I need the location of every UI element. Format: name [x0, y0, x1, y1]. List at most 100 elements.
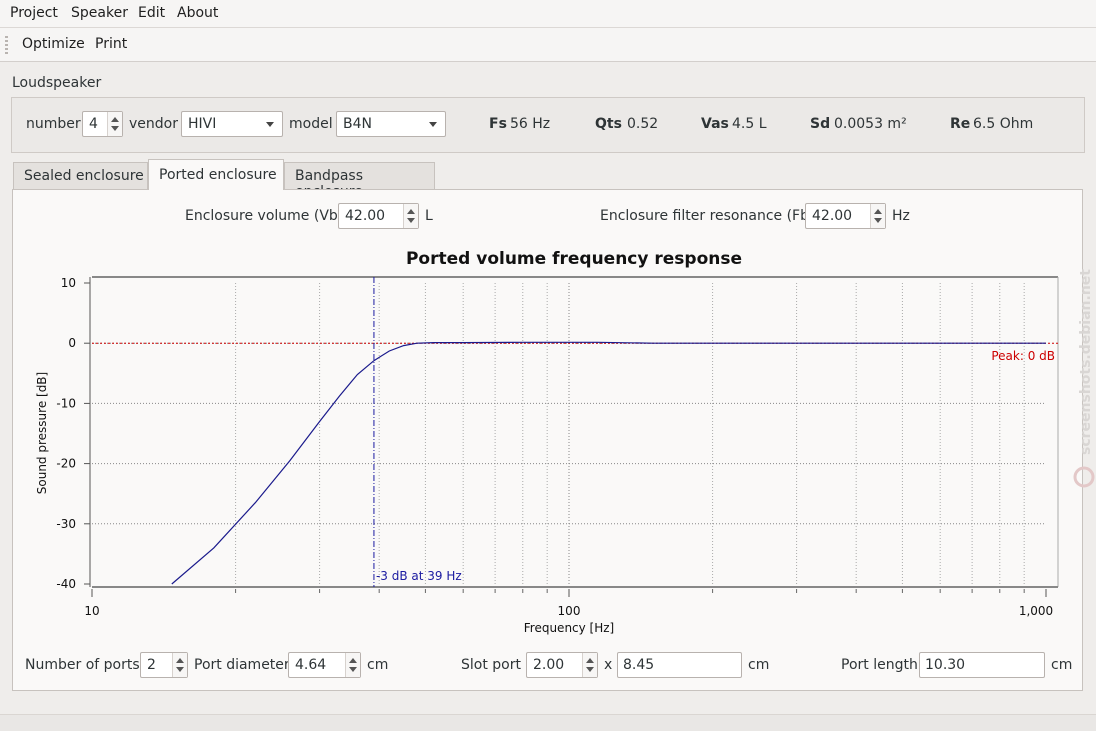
chevron-down-icon — [266, 122, 274, 127]
spin-down-icon[interactable] — [349, 667, 357, 672]
num-ports-value: 2 — [147, 657, 156, 673]
watermark-text: screenshots.debian.net — [1078, 269, 1094, 455]
menu-project[interactable]: Project — [10, 5, 58, 21]
port-length-label: Port length — [841, 657, 918, 673]
menu-edit[interactable]: Edit — [138, 5, 166, 21]
chart-x-label: Frequency [Hz] — [524, 621, 615, 635]
number-label: number — [26, 116, 81, 132]
sd-value: 0.0053 m² — [834, 116, 907, 132]
slot-width-value: 2.00 — [533, 657, 565, 673]
spin-up-icon[interactable] — [407, 209, 415, 214]
port-length-field[interactable]: 10.30 — [919, 652, 1045, 678]
num-ports-spinbox[interactable]: 2 — [140, 652, 188, 678]
num-ports-label: Number of ports — [25, 657, 140, 673]
qts-name: Qts — [595, 116, 622, 132]
spin-down-icon[interactable] — [874, 218, 882, 223]
spin-down-icon[interactable] — [111, 126, 119, 131]
y-tick-label: -20 — [56, 457, 76, 471]
volume-label: Enclosure volume (Vb) — [185, 208, 344, 224]
num-ports-spin-arrows[interactable] — [172, 653, 187, 677]
volume-unit: L — [425, 208, 433, 224]
spin-up-icon[interactable] — [874, 209, 882, 214]
y-tick-label: 0 — [68, 336, 76, 350]
volume-spin-arrows[interactable] — [403, 204, 418, 228]
sd-name: Sd — [810, 116, 831, 132]
port-length-unit: cm — [1051, 657, 1073, 673]
spin-up-icon[interactable] — [111, 117, 119, 122]
volume-value: 42.00 — [345, 208, 386, 224]
volume-spinbox[interactable]: 42.00 — [338, 203, 419, 229]
chevron-down-icon — [429, 122, 437, 127]
fs-value: 56 Hz — [510, 116, 551, 132]
vendor-label: vendor — [129, 116, 178, 132]
port-diameter-spinbox[interactable]: 4.64 — [288, 652, 361, 678]
chart-frame — [89, 276, 1059, 588]
fb-spinbox[interactable]: 42.00 — [805, 203, 886, 229]
watermark-logo-icon — [1073, 466, 1095, 488]
port-length-value: 10.30 — [925, 657, 966, 673]
model-label: model — [289, 116, 333, 132]
y-tick-label: -10 — [56, 396, 76, 410]
fb-value: 42.00 — [812, 208, 853, 224]
spin-down-icon[interactable] — [407, 218, 415, 223]
port-diameter-label: Port diameter — [194, 657, 290, 673]
fb-label: Enclosure filter resonance (Fb) — [600, 208, 815, 224]
x-tick-label: 1,000 — [1019, 604, 1053, 618]
tab-bandpass[interactable]: Bandpass enclosure — [284, 162, 435, 200]
chart-y-axis: 10 0 -10 -20 -30 -40 — [56, 276, 90, 591]
tab-ported[interactable]: Ported enclosure — [148, 159, 284, 190]
number-value: 4 — [89, 116, 98, 132]
menu-about[interactable]: About — [177, 5, 219, 21]
port-diameter-value: 4.64 — [295, 657, 327, 673]
chart-grid — [92, 283, 1046, 584]
print-button[interactable]: Print — [95, 36, 128, 52]
status-strip — [0, 714, 1096, 731]
vas-value: 4.5 L — [732, 116, 767, 132]
y-tick-label: -30 — [56, 517, 76, 531]
port-diameter-unit: cm — [367, 657, 389, 673]
tab-ported-label: Ported enclosure — [159, 167, 277, 183]
chart-title: Ported volume frequency response — [406, 249, 742, 269]
y-tick-label: 10 — [61, 276, 76, 290]
spin-up-icon[interactable] — [349, 658, 357, 663]
vas-name: Vas — [701, 116, 729, 132]
number-spinbox[interactable]: 4 — [82, 111, 123, 137]
x-tick-label: 10 — [84, 604, 99, 618]
re-name: Re — [950, 116, 971, 132]
watermark: screenshots.debian.net — [1073, 269, 1095, 488]
spin-down-icon[interactable] — [586, 667, 594, 672]
slot-height-field[interactable]: 8.45 — [617, 652, 742, 678]
fs-name: Fs — [489, 116, 507, 132]
model-value: B4N — [343, 116, 372, 132]
re-value: 6.5 Ohm — [973, 116, 1034, 132]
slot-height-value: 8.45 — [623, 657, 655, 673]
spin-up-icon[interactable] — [586, 658, 594, 663]
fb-spin-arrows[interactable] — [870, 204, 885, 228]
loudspeaker-group-title: Loudspeaker — [12, 75, 102, 91]
port-diameter-spin-arrows[interactable] — [345, 653, 360, 677]
model-select[interactable]: B4N — [336, 111, 446, 137]
qts-value: 0.52 — [627, 116, 659, 132]
chart-series — [171, 341, 1046, 585]
menubar: Project Speaker Edit About — [0, 0, 1096, 28]
vendor-value: HIVI — [188, 116, 217, 132]
spin-down-icon[interactable] — [176, 667, 184, 672]
slot-x-label: x — [604, 657, 613, 673]
x-tick-label: 100 — [558, 604, 581, 618]
menu-speaker[interactable]: Speaker — [71, 5, 128, 21]
slot-width-spinbox[interactable]: 2.00 — [526, 652, 598, 678]
tab-sealed[interactable]: Sealed enclosure — [13, 162, 148, 189]
series-line — [171, 341, 1046, 585]
cutoff-label: -3 dB at 39 Hz — [376, 569, 462, 583]
number-spin-arrows[interactable] — [107, 112, 122, 136]
toolbar-grip[interactable] — [5, 36, 8, 54]
spin-up-icon[interactable] — [176, 658, 184, 663]
tab-sealed-label: Sealed enclosure — [24, 168, 144, 184]
peak-label: Peak: 0 dB — [991, 349, 1055, 363]
slot-width-spin-arrows[interactable] — [582, 653, 597, 677]
y-tick-label: -40 — [56, 577, 76, 591]
chart-x-axis: 10 100 1,000 — [84, 589, 1053, 618]
frequency-response-chart: Ported volume frequency response 100-10-… — [35, 249, 1059, 635]
optimize-button[interactable]: Optimize — [22, 36, 85, 52]
vendor-select[interactable]: HIVI — [181, 111, 283, 137]
